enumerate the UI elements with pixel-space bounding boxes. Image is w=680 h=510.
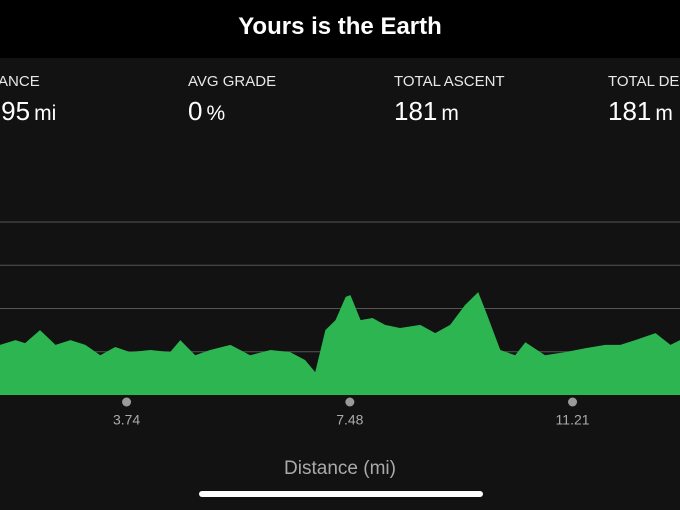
x-tick-label: 11.21 <box>556 412 590 428</box>
stat-label: TOTAL DESCENT <box>608 73 680 90</box>
stat-value-row: 181 m <box>394 96 505 127</box>
stat-unit: mi <box>34 102 57 125</box>
stat-value: 181 <box>608 96 652 126</box>
stat-value: 14.95 <box>0 96 31 126</box>
stat-label: DISTANCE <box>0 73 40 90</box>
x-tick-label: 3.74 <box>113 412 140 428</box>
x-tick-dot <box>122 397 132 407</box>
stat-unit: % <box>206 102 226 125</box>
title-bar: Yours is the Earth <box>0 0 680 58</box>
stat: AVG GRADE 0% <box>188 73 276 127</box>
x-tick-label: 7.48 <box>336 412 363 428</box>
stat-value-row: 181 m <box>608 96 680 127</box>
stat-unit: m <box>441 102 459 125</box>
stat-value-row: 0% <box>188 96 276 127</box>
x-tick-dot <box>568 397 578 407</box>
stat-value: 0 <box>188 96 203 126</box>
stat-label: TOTAL ASCENT <box>394 73 505 90</box>
stat-label: AVG GRADE <box>188 73 277 90</box>
stat-value: 181 <box>394 96 438 126</box>
elevation-area <box>0 292 680 395</box>
x-axis-label: Distance (mi) <box>284 458 396 479</box>
title: Yours is the Earth <box>238 13 442 40</box>
x-tick-dot <box>345 397 355 407</box>
stat: TOTAL ASCENT 181 m <box>394 73 505 127</box>
stat-unit: m <box>655 102 673 125</box>
home-indicator[interactable] <box>199 491 483 497</box>
